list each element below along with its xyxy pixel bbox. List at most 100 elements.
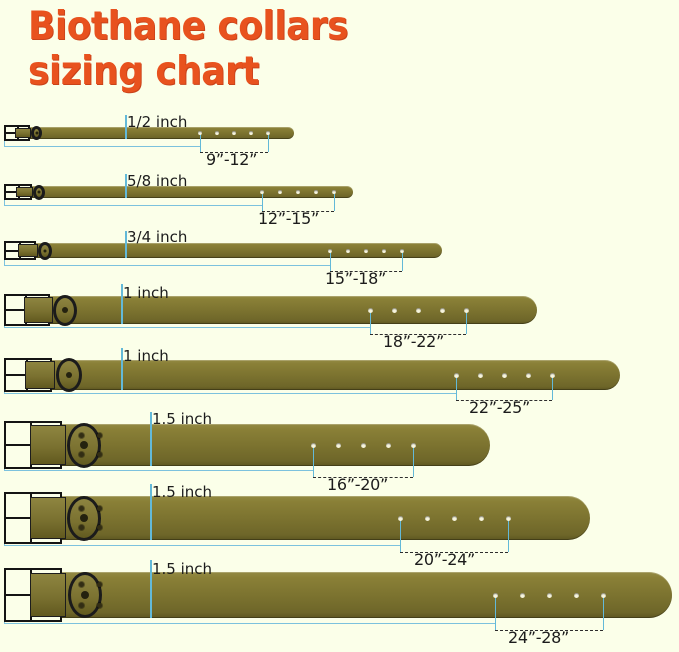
neck-range-cap <box>603 595 604 630</box>
adjustment-hole <box>400 248 404 253</box>
neck-range-cap <box>262 192 263 211</box>
adjustment-hole <box>360 442 366 448</box>
adjustment-hole <box>260 190 264 194</box>
adjustment-hole <box>232 131 236 135</box>
neck-range-cap <box>552 375 553 400</box>
rivet <box>78 602 84 608</box>
adjustment-hole <box>549 372 555 378</box>
neck-range-line <box>400 552 508 553</box>
rivet <box>78 433 84 439</box>
collar-strap <box>4 296 537 324</box>
buckle-strap-segment <box>25 361 55 389</box>
neck-range-label: 16”-20” <box>327 475 388 494</box>
adjustment-hole <box>310 442 316 448</box>
width-label: 1.5 inch <box>152 560 213 578</box>
adjustment-hole <box>501 372 507 378</box>
width-measure-tick <box>125 174 127 198</box>
width-measure-tick <box>125 115 127 139</box>
title-line-1: Biothane collars <box>28 4 349 49</box>
collar-strap <box>4 127 294 139</box>
width-label: 1 inch <box>123 284 169 302</box>
buckle-strap-segment <box>15 128 32 138</box>
collar-strap <box>4 243 442 258</box>
adjustment-hole <box>332 190 336 194</box>
neck-range-line <box>330 271 402 272</box>
total-length-cap <box>4 258 5 265</box>
adjustment-hole <box>328 248 332 253</box>
neck-range-label: 20”-24” <box>414 550 475 569</box>
neck-range-label: 18”-22” <box>383 332 444 351</box>
width-label: 1.5 inch <box>152 410 213 428</box>
adjustment-hole <box>198 131 202 135</box>
total-length-line <box>4 265 330 266</box>
neck-range-cap <box>330 250 331 271</box>
buckle-strap-segment <box>16 187 34 197</box>
rivet <box>96 602 102 608</box>
adjustment-hole <box>266 131 270 135</box>
page-title: Biothane collars sizing chart <box>28 4 628 94</box>
adjustment-hole <box>415 307 421 313</box>
total-length-line <box>4 470 313 471</box>
title-line-2: sizing chart <box>28 49 259 94</box>
d-ring <box>53 294 78 326</box>
adjustment-hole <box>391 307 397 313</box>
total-length-line <box>4 327 370 328</box>
total-length-cap <box>4 198 5 205</box>
neck-range-label: 12”-15” <box>258 209 319 228</box>
neck-range-cap <box>200 133 201 152</box>
rivet <box>96 525 102 531</box>
d-ring <box>33 184 46 200</box>
total-length-cap <box>4 139 5 146</box>
d-ring <box>67 495 102 541</box>
width-measure-tick <box>150 560 152 618</box>
adjustment-hole <box>573 592 579 598</box>
width-label: 3/4 inch <box>127 228 188 246</box>
adjustment-hole <box>296 190 300 194</box>
rivet <box>96 582 102 588</box>
neck-range-line <box>456 400 552 401</box>
neck-range-label: 24”-28” <box>508 628 569 647</box>
neck-range-label: 15”-18” <box>325 269 386 288</box>
adjustment-hole <box>478 515 484 521</box>
neck-range-cap <box>268 133 269 152</box>
neck-range-label: 9”-12” <box>206 150 258 169</box>
total-length-line <box>4 146 200 147</box>
width-label: 5/8 inch <box>127 172 188 190</box>
adjustment-hole <box>451 515 457 521</box>
adjustment-hole <box>492 592 498 598</box>
collar-strap <box>4 572 672 618</box>
width-measure-tick <box>125 231 127 258</box>
width-measure-tick <box>121 284 123 324</box>
neck-range-cap <box>413 445 414 477</box>
buckle-strap-segment <box>30 497 66 539</box>
adjustment-hole <box>453 372 459 378</box>
d-ring-pin <box>65 372 72 378</box>
collar-strap <box>4 496 590 540</box>
total-length-line <box>4 623 495 624</box>
adjustment-hole <box>546 592 552 598</box>
total-length-line <box>4 545 400 546</box>
adjustment-hole <box>477 372 483 378</box>
buckle-strap-segment <box>24 297 53 323</box>
neck-range-cap <box>456 375 457 400</box>
adjustment-hole <box>600 592 606 598</box>
d-ring-pin <box>80 441 89 449</box>
d-ring-pin <box>37 190 41 194</box>
width-measure-tick <box>121 348 123 390</box>
adjustment-hole <box>525 372 531 378</box>
adjustment-hole <box>249 131 253 135</box>
adjustment-hole <box>314 190 318 194</box>
d-ring-pin <box>80 591 89 599</box>
buckle-strap-segment <box>30 425 66 465</box>
neck-range-cap <box>334 192 335 211</box>
adjustment-hole <box>385 442 391 448</box>
d-ring-pin <box>43 249 47 252</box>
rivet <box>78 451 84 457</box>
d-ring <box>67 572 102 618</box>
neck-range-cap <box>370 310 371 334</box>
rivet <box>96 505 102 511</box>
adjustment-hole <box>439 307 445 313</box>
width-measure-tick <box>150 412 152 466</box>
adjustment-hole <box>424 515 430 521</box>
width-label: 1.5 inch <box>152 483 213 501</box>
